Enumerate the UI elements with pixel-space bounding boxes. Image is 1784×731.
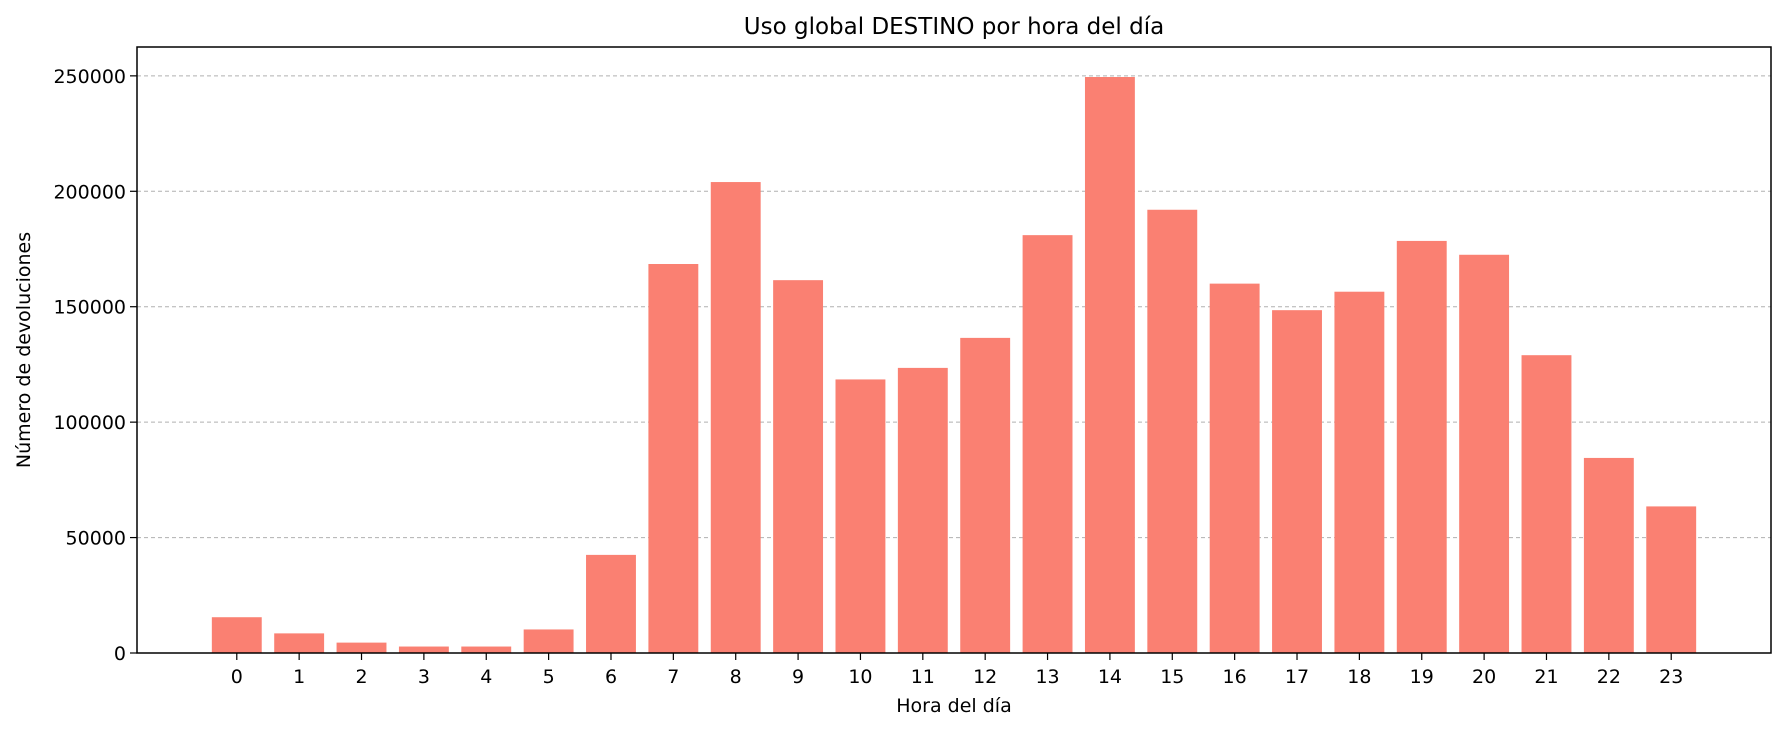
x-tick-label: 2 — [355, 666, 367, 688]
bar — [274, 633, 325, 653]
bar — [1521, 355, 1572, 653]
x-tick-label: 19 — [1410, 666, 1434, 688]
y-tick-label: 0 — [114, 643, 126, 665]
bar — [648, 264, 699, 653]
x-tick-label: 7 — [667, 666, 679, 688]
bar — [398, 646, 449, 653]
x-tick-label: 13 — [1035, 666, 1059, 688]
bar — [461, 646, 512, 653]
x-tick-label: 17 — [1285, 666, 1309, 688]
y-tick-label: 100000 — [53, 412, 126, 434]
bar — [897, 367, 948, 653]
bar — [1209, 283, 1260, 653]
x-tick-label: 5 — [543, 666, 555, 688]
bar — [211, 617, 262, 653]
x-tick-label: 4 — [480, 666, 492, 688]
x-tick-label: 16 — [1223, 666, 1247, 688]
bar — [586, 554, 636, 653]
bar — [1084, 77, 1135, 654]
y-tick-label: 50000 — [66, 528, 126, 550]
bar — [1583, 457, 1634, 653]
x-tick-label: 12 — [973, 666, 997, 688]
x-tick-label: 22 — [1597, 666, 1621, 688]
bar — [773, 280, 824, 653]
y-axis-ticks: 0 50000 100000 150000 200000 250000 — [53, 66, 137, 665]
bar — [336, 642, 387, 653]
bar — [1022, 235, 1073, 654]
x-axis-label: Hora del día — [896, 695, 1011, 717]
x-tick-label: 18 — [1347, 666, 1371, 688]
bar — [1646, 506, 1697, 653]
y-axis-label: Número de devoluciones — [13, 232, 35, 468]
bar — [523, 629, 574, 653]
bar — [1334, 291, 1385, 653]
plot-frame — [136, 46, 1772, 654]
x-tick-label: 14 — [1098, 666, 1122, 688]
y-tick-label: 250000 — [53, 66, 126, 88]
x-tick-label: 8 — [730, 666, 742, 688]
x-tick-label: 10 — [848, 666, 872, 688]
x-tick-label: 23 — [1659, 666, 1683, 688]
bars — [211, 77, 1697, 654]
y-tick-label: 150000 — [53, 297, 126, 319]
x-tick-label: 15 — [1160, 666, 1184, 688]
chart-title: Uso global DESTINO por hora del día — [744, 14, 1164, 40]
x-tick-label: 1 — [293, 666, 305, 688]
x-tick-label: 11 — [911, 666, 935, 688]
x-tick-label: 6 — [605, 666, 617, 688]
bar — [1459, 254, 1510, 653]
x-tick-label: 9 — [792, 666, 804, 688]
x-tick-label: 20 — [1472, 666, 1496, 688]
x-tick-label: 0 — [231, 666, 243, 688]
x-axis-ticks: 0 1 2 3 4 5 6 7 8 9 10 11 12 13 14 15 16 17 18 19 20 21 22 23 — [231, 653, 1683, 688]
bar — [710, 182, 761, 653]
x-tick-label: 21 — [1534, 666, 1558, 688]
y-tick-label: 200000 — [53, 181, 126, 203]
x-tick-label: 3 — [418, 666, 430, 688]
bar — [1396, 240, 1447, 654]
bar — [960, 337, 1011, 653]
bar — [1147, 209, 1198, 654]
bar — [1272, 310, 1322, 653]
bar — [835, 379, 886, 653]
